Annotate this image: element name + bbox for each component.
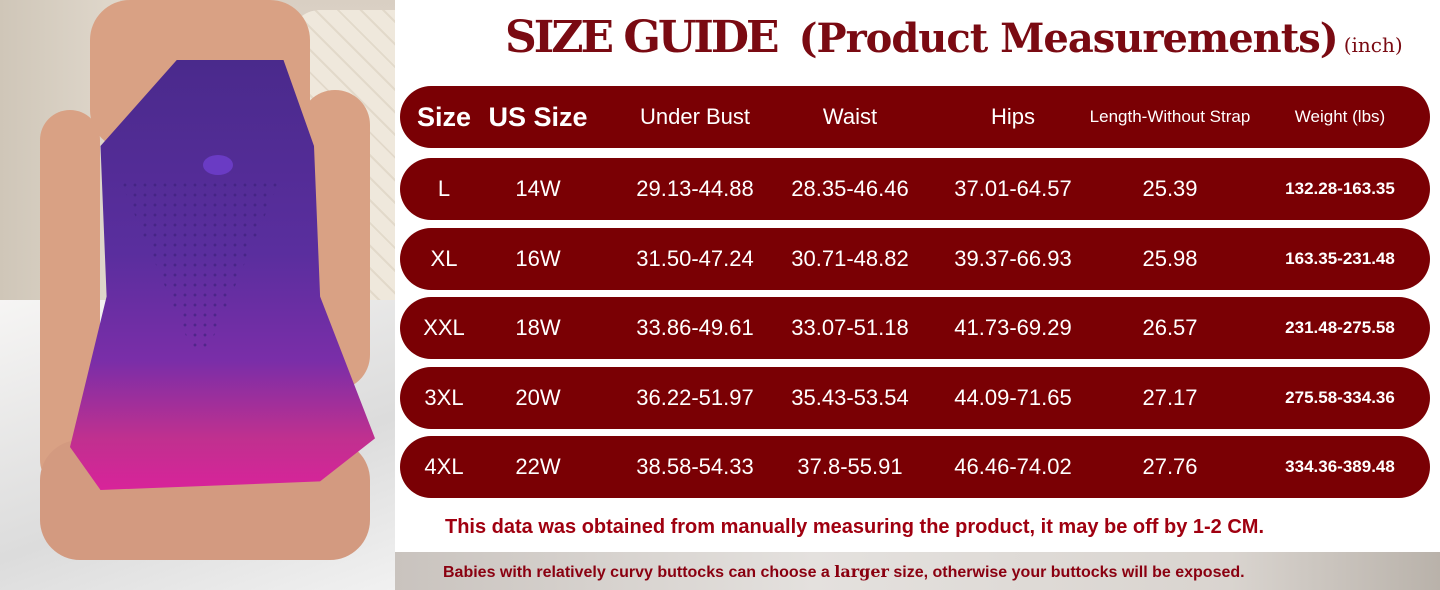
cell-weight: 275.58-334.36: [1285, 388, 1395, 407]
footer-strip: Babies with relatively curvy buttocks ca…: [395, 552, 1440, 590]
title-sub: (Product Measurements): [798, 15, 1339, 62]
cell-waist: 37.8-55.91: [797, 454, 903, 479]
cell-us-size: 16W: [515, 246, 561, 271]
cell-hips: 41.73-69.29: [954, 315, 1072, 340]
table-row: L 14W 29.13-44.88 28.35-46.46 37.01-64.57 25.…: [400, 158, 1430, 220]
cell-waist: 30.71-48.82: [791, 246, 909, 271]
product-photo: [0, 0, 395, 590]
cell-us-size: 20W: [515, 385, 561, 410]
table-row: XXL 18W 33.86-49.61 33.07-51.18 41.73-69.29 2…: [400, 297, 1430, 359]
cell-us-size: 18W: [515, 315, 561, 340]
footer-after: size, otherwise your buttocks will be ex…: [888, 564, 1245, 581]
title-unit: (inch): [1343, 33, 1403, 57]
cell-hips: 37.01-64.57: [954, 176, 1072, 201]
cell-weight: 334.36-389.48: [1285, 457, 1395, 476]
cell-length: 27.76: [1142, 454, 1198, 479]
cell-size: XXL: [423, 315, 465, 340]
size-guide: SIZE GUIDE (Product Measurements) (inch) S…: [395, 0, 1440, 590]
size-guide-title: SIZE GUIDE (Product Measurements) (inch): [505, 12, 1403, 63]
cell-size: XL: [430, 246, 458, 271]
cell-weight: 163.35-231.48: [1285, 249, 1395, 268]
header-row: Size US Size Under Bust Waist Hips Length-Wit…: [400, 86, 1430, 148]
cell-size: 4XL: [424, 454, 464, 479]
cell-us-size: 22W: [515, 454, 561, 479]
cell-length: 26.57: [1142, 315, 1198, 340]
footer-text: Babies with relatively curvy buttocks ca…: [443, 562, 1245, 582]
measurement-note: This data was obtained from manually mea…: [445, 516, 1265, 538]
cell-waist: 35.43-53.54: [791, 385, 909, 410]
cell-under-bust: 31.50-47.24: [636, 246, 754, 271]
cell-size: 3XL: [424, 385, 464, 410]
cell-under-bust: 29.13-44.88: [636, 176, 754, 201]
cell-hips: 46.46-74.02: [954, 454, 1072, 479]
header-weight: Weight (lbs): [1294, 107, 1386, 126]
cell-weight: 231.48-275.58: [1285, 318, 1395, 337]
cell-hips: 44.09-71.65: [954, 385, 1072, 410]
header-size: Size: [416, 102, 472, 132]
cell-waist: 28.35-46.46: [791, 176, 909, 201]
table-row: XL 16W 31.50-47.24 30.71-48.82 39.37-66.93 25…: [400, 228, 1430, 290]
cell-length: 27.17: [1142, 385, 1198, 410]
cell-waist: 33.07-51.18: [791, 315, 909, 340]
cell-length: 25.39: [1142, 176, 1198, 201]
cell-hips: 39.37-66.93: [954, 246, 1072, 271]
cell-weight: 132.28-163.35: [1285, 179, 1395, 198]
cell-length: 25.98: [1142, 246, 1198, 271]
table-row: 4XL 22W 38.58-54.33 37.8-55.91 46.46-74.02 27…: [400, 436, 1430, 498]
cell-under-bust: 36.22-51.97: [636, 385, 754, 410]
bow: [203, 155, 233, 175]
header-waist: Waist: [822, 104, 878, 129]
table-row: 3XL 20W 36.22-51.97 35.43-53.54 44.09-71.65 2…: [400, 367, 1430, 429]
cell-under-bust: 33.86-49.61: [636, 315, 754, 340]
cell-size: L: [437, 176, 451, 201]
title-main: SIZE GUIDE: [505, 12, 780, 63]
footer-before: Babies with relatively curvy buttocks ca…: [443, 564, 835, 581]
header-length: Length-Without Strap: [1089, 107, 1251, 126]
header-hips: Hips: [990, 104, 1036, 129]
cell-us-size: 14W: [515, 176, 561, 201]
header-under-bust: Under Bust: [639, 104, 751, 129]
header-us-size: US Size: [488, 102, 588, 132]
footer-bold: larger: [834, 562, 889, 581]
cell-under-bust: 38.58-54.33: [636, 454, 754, 479]
